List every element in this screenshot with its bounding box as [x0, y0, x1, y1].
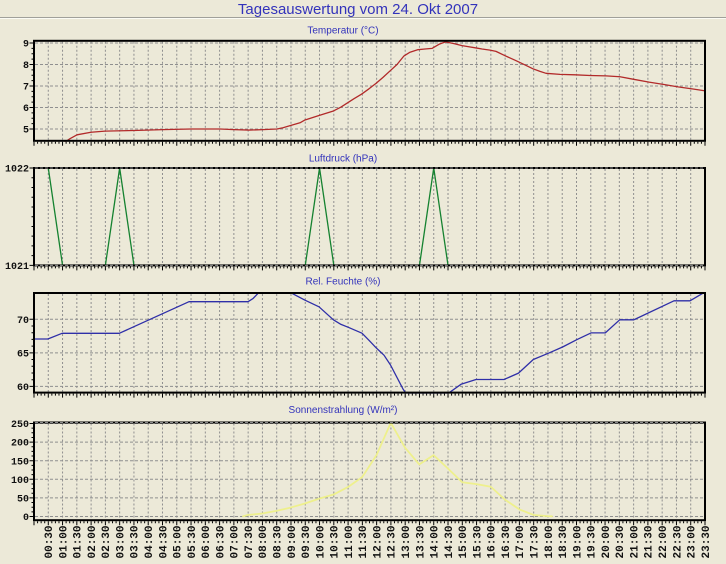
- svg-text:01:00: 01:00: [58, 525, 70, 558]
- svg-text:07:00: 07:00: [230, 525, 242, 558]
- svg-text:18:00: 18:00: [544, 525, 556, 558]
- svg-text:22:30: 22:30: [672, 525, 684, 558]
- svg-text:20:30: 20:30: [615, 525, 627, 558]
- svg-text:200: 200: [11, 439, 29, 450]
- svg-text:08:00: 08:00: [258, 525, 270, 558]
- svg-text:02:30: 02:30: [101, 525, 113, 558]
- svg-text:15:30: 15:30: [472, 525, 484, 558]
- svg-text:Tagesauswertung vom 24. Okt 20: Tagesauswertung vom 24. Okt 2007: [238, 1, 478, 18]
- svg-text:10:00: 10:00: [315, 525, 327, 558]
- svg-text:07:30: 07:30: [244, 525, 256, 558]
- svg-text:13:30: 13:30: [415, 525, 427, 558]
- svg-text:Rel. Feuchte (%): Rel. Feuchte (%): [305, 277, 380, 288]
- svg-text:7: 7: [23, 83, 29, 94]
- svg-text:65: 65: [17, 349, 29, 360]
- svg-text:17:30: 17:30: [529, 525, 541, 558]
- svg-text:Luftdruck (hPa): Luftdruck (hPa): [309, 153, 377, 164]
- svg-text:03:00: 03:00: [115, 525, 127, 558]
- svg-text:50: 50: [17, 495, 29, 506]
- svg-text:13:00: 13:00: [401, 525, 413, 558]
- svg-text:02:00: 02:00: [87, 525, 99, 558]
- svg-text:16:30: 16:30: [501, 525, 513, 558]
- svg-text:05:00: 05:00: [173, 525, 185, 558]
- svg-text:14:00: 14:00: [430, 525, 442, 558]
- svg-text:0: 0: [23, 513, 29, 524]
- svg-text:11:30: 11:30: [358, 525, 370, 558]
- svg-text:1021: 1021: [5, 262, 29, 273]
- svg-text:150: 150: [11, 457, 29, 468]
- svg-text:03:30: 03:30: [130, 525, 142, 558]
- svg-text:20:00: 20:00: [601, 525, 613, 558]
- svg-text:Sonnenstrahlung (W/m²): Sonnenstrahlung (W/m²): [289, 405, 398, 416]
- svg-text:Temperatur (°C): Temperatur (°C): [307, 26, 378, 37]
- svg-text:14:30: 14:30: [444, 525, 456, 558]
- svg-text:9: 9: [23, 40, 29, 51]
- svg-text:01:30: 01:30: [73, 525, 85, 558]
- svg-text:05:30: 05:30: [187, 525, 199, 558]
- svg-text:12:30: 12:30: [387, 525, 399, 558]
- svg-text:250: 250: [11, 420, 29, 431]
- svg-text:04:30: 04:30: [158, 525, 170, 558]
- svg-text:8: 8: [23, 61, 29, 72]
- svg-text:5: 5: [23, 126, 29, 137]
- svg-text:10:30: 10:30: [330, 525, 342, 558]
- svg-text:11:00: 11:00: [344, 525, 356, 558]
- svg-text:21:30: 21:30: [644, 525, 656, 558]
- svg-text:06:00: 06:00: [201, 525, 213, 558]
- svg-text:23:30: 23:30: [701, 525, 713, 558]
- svg-text:70: 70: [17, 316, 29, 327]
- svg-text:19:30: 19:30: [587, 525, 599, 558]
- svg-text:22:00: 22:00: [658, 525, 670, 558]
- svg-text:60: 60: [17, 383, 29, 394]
- svg-text:06:30: 06:30: [215, 525, 227, 558]
- svg-text:100: 100: [11, 476, 29, 487]
- svg-text:00:30: 00:30: [44, 525, 56, 558]
- svg-text:1022: 1022: [5, 165, 29, 176]
- svg-text:21:00: 21:00: [629, 525, 641, 558]
- svg-text:15:00: 15:00: [458, 525, 470, 558]
- svg-text:19:00: 19:00: [572, 525, 584, 558]
- svg-text:6: 6: [23, 104, 29, 115]
- svg-text:12:00: 12:00: [372, 525, 384, 558]
- svg-text:23:00: 23:00: [687, 525, 699, 558]
- svg-text:09:30: 09:30: [301, 525, 313, 558]
- svg-text:04:00: 04:00: [144, 525, 156, 558]
- svg-text:09:00: 09:00: [287, 525, 299, 558]
- svg-text:18:30: 18:30: [558, 525, 570, 558]
- svg-text:16:00: 16:00: [487, 525, 499, 558]
- svg-text:17:00: 17:00: [515, 525, 527, 558]
- svg-text:08:30: 08:30: [273, 525, 285, 558]
